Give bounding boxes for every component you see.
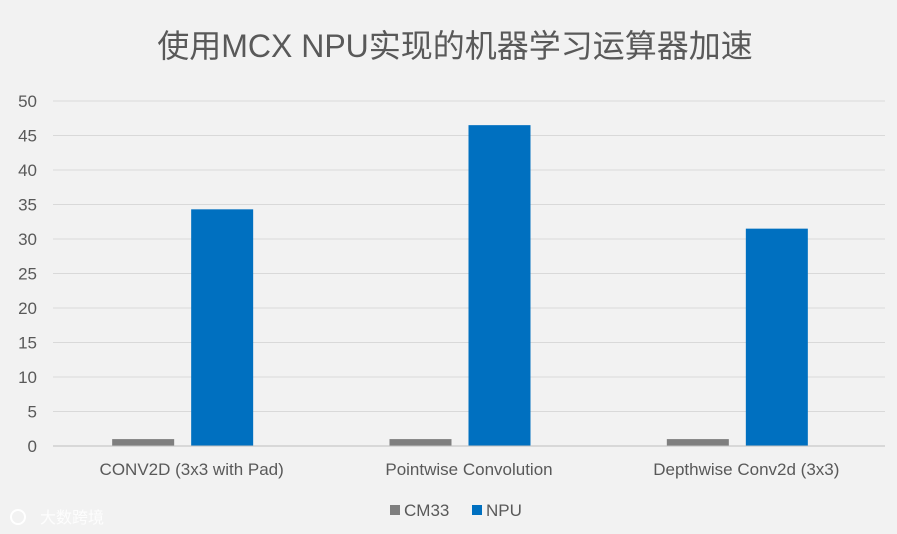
bars xyxy=(112,125,808,447)
bar-cm33-2 xyxy=(389,439,452,446)
y-axis-ticks: 0 5 10 15 20 25 30 35 40 45 50 xyxy=(18,92,37,456)
legend-label-cm33: CM33 xyxy=(404,501,449,520)
y-tick-label: 15 xyxy=(18,334,37,353)
bar-npu-1 xyxy=(191,209,254,446)
y-tick-label: 5 xyxy=(28,403,37,422)
x-category-label: CONV2D (3x3 with Pad) xyxy=(100,460,284,479)
legend-label-npu: NPU xyxy=(486,501,522,520)
y-tick-label: 40 xyxy=(18,161,37,180)
y-tick-label: 25 xyxy=(18,265,37,284)
y-tick-label: 0 xyxy=(28,437,37,456)
watermark: 大数跨境 xyxy=(10,508,104,527)
x-axis-categories: CONV2D (3x3 with Pad) Pointwise Convoluti… xyxy=(100,460,840,479)
y-tick-label: 35 xyxy=(18,196,37,215)
watermark-logo-icon xyxy=(10,509,26,525)
x-category-label: Pointwise Convolution xyxy=(385,460,552,479)
y-tick-label: 30 xyxy=(18,230,37,249)
bar-cm33-3 xyxy=(666,439,729,446)
y-tick-label: 45 xyxy=(18,127,37,146)
y-tick-label: 10 xyxy=(18,368,37,387)
legend-swatch-npu xyxy=(472,505,482,515)
chart-title: 使用MCX NPU实现的机器学习运算器加速 xyxy=(157,28,753,64)
legend: CM33 NPU xyxy=(390,501,522,520)
bar-npu-2 xyxy=(468,125,531,447)
watermark-text: 大数跨境 xyxy=(40,508,104,527)
x-category-label: Depthwise Conv2d (3x3) xyxy=(653,460,839,479)
bar-cm33-1 xyxy=(112,439,175,446)
y-tick-label: 50 xyxy=(18,92,37,111)
bar-npu-3 xyxy=(745,228,808,446)
y-tick-label: 20 xyxy=(18,299,37,318)
legend-swatch-cm33 xyxy=(390,505,400,515)
